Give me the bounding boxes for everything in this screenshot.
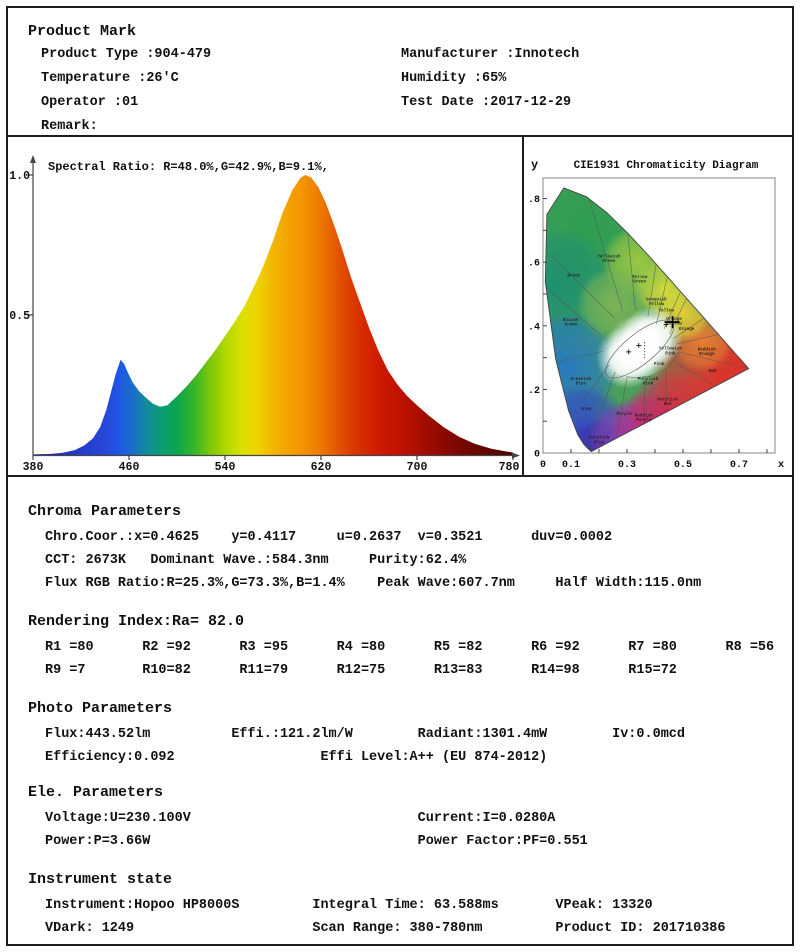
chroma-parameters-section: Chroma Parameters Chro.Coor.:x=0.4625 y=…	[8, 501, 792, 595]
spectral-ratio-annotation: Spectral Ratio: R=48.0%,G=42.9%,B=9.1%,	[48, 160, 329, 174]
region-label: Blue	[581, 407, 592, 412]
svg-text:x: x	[778, 459, 785, 471]
operator: Operator :01	[41, 95, 139, 110]
instrument-title: Instrument state	[28, 871, 173, 888]
svg-text:.8: .8	[528, 195, 540, 206]
svg-text:y: y	[531, 158, 538, 172]
region-label: Orange	[679, 327, 695, 332]
header-row: Remark:	[8, 115, 792, 139]
temperature: Temperature :26'C	[41, 71, 179, 86]
test-date: Test Date :2017-12-29	[401, 95, 572, 110]
photo-title: Photo Parameters	[28, 700, 173, 717]
ele-title: Ele. Parameters	[28, 784, 164, 801]
product-mark-title: Product Mark	[28, 23, 137, 40]
cie-diagram-canvas: y CIE1931 Chromaticity Diagram Green Yellow…	[528, 158, 785, 471]
svg-text:.4: .4	[528, 322, 540, 333]
svg-text:0: 0	[534, 450, 540, 461]
region-label: Purplish Pink	[638, 377, 659, 387]
svg-text:1.0: 1.0	[9, 170, 30, 183]
region-label: Orange Yellow	[666, 317, 682, 327]
efficiency-line: Efficiency:0.092 Effi Level:A++ (EU 874-…	[45, 750, 548, 765]
cri-row-2: R9 =7 R10=82 R11=79 R12=75 R13=83 R14=98…	[45, 663, 677, 678]
svg-text:620: 620	[311, 461, 332, 474]
svg-text:780: 780	[499, 461, 520, 474]
region-label: Greenish Yellow	[646, 297, 667, 307]
flux-rgb-line: Flux RGB Ratio:R=25.3%,G=73.3%,B=1.4% Pe…	[45, 576, 702, 591]
flux-line: Flux:443.52lm Effi.:121.2lm/W Radiant:13…	[45, 727, 686, 742]
svg-text:700: 700	[407, 461, 428, 474]
region-label: Red	[709, 369, 717, 374]
region-label: Reddish Orange	[698, 348, 716, 358]
ele-parameters-section: Ele. Parameters Voltage:U=230.100V Curre…	[8, 782, 792, 853]
region-label: Pink	[654, 362, 665, 367]
instrument-state-section: Instrument state Instrument:Hopoo HP8000…	[8, 869, 792, 940]
svg-text:.2: .2	[528, 386, 540, 397]
photo-parameters-section: Photo Parameters Flux:443.52lm Effi.:121…	[8, 698, 792, 769]
charts-row: 380 460 540 620 700 780 1.0 0.5 Spectral Ratio: …	[8, 135, 792, 477]
chromaticity-gamut	[545, 187, 749, 452]
region-label: Reddish Purple	[635, 413, 653, 423]
region-label: Bluish Green	[563, 318, 579, 328]
region-label: Yellow Green	[632, 275, 648, 285]
humidity: Humidity :65%	[401, 71, 507, 86]
region-label: Purplish Red	[657, 398, 678, 408]
header-row: Temperature :26'C Humidity :65%	[8, 67, 792, 91]
region-label: Yellowish Green	[597, 254, 621, 264]
cie-diagram-panel: y CIE1931 Chromaticity Diagram Green Yellow…	[524, 137, 792, 475]
svg-text:CIE1931 Chromaticity Diagram: CIE1931 Chromaticity Diagram	[574, 160, 759, 172]
report-frame: Product Mark Product Type :904-479 Manuf…	[6, 6, 794, 946]
remark: Remark:	[41, 119, 98, 134]
voltage-line: Voltage:U=230.100V Current:I=0.0280A	[45, 811, 556, 826]
cri-row-1: R1 =80 R2 =92 R3 =95 R4 =80 R5 =82 R6 =9…	[45, 640, 775, 655]
region-label: Purplish Blue	[589, 436, 610, 446]
svg-text:0: 0	[540, 460, 546, 471]
cct-line: CCT: 2673K Dominant Wave.:584.3nm Purity…	[45, 553, 467, 568]
region-label: Yellowish Pink	[659, 347, 683, 357]
region-label: Purple	[616, 412, 632, 417]
region-label: Greenish Blue	[570, 377, 591, 387]
parameters-area: Chroma Parameters Chro.Coor.:x=0.4625 y=…	[8, 477, 792, 940]
product-type: Product Type :904-479	[41, 47, 212, 62]
instrument-line: Instrument:Hopoo HP8000S Integral Time: …	[45, 898, 653, 913]
svg-text:0.1: 0.1	[562, 460, 580, 471]
product-mark-section: Product Mark Product Type :904-479 Manuf…	[8, 8, 792, 135]
chroma-coordinates-line: Chro.Coor.:x=0.4625 y=0.4117 u=0.2637 v=…	[45, 530, 613, 545]
power-line: Power:P=3.66W Power Factor:PF=0.551	[45, 834, 588, 849]
svg-text:.6: .6	[528, 259, 540, 270]
spectral-chart-canvas: 380 460 540 620 700 780 1.0 0.5 Spectral Ratio: …	[9, 155, 520, 474]
chroma-title: Chroma Parameters	[28, 503, 182, 520]
svg-text:0.3: 0.3	[618, 460, 636, 471]
header-row: Product Type :904-479 Manufacturer :Inno…	[8, 43, 792, 67]
svg-text:0.7: 0.7	[730, 460, 748, 471]
spectral-chart-panel: 380 460 540 620 700 780 1.0 0.5 Spectral Ratio: …	[8, 137, 524, 475]
svg-text:460: 460	[119, 461, 140, 474]
rendering-index-section: Rendering Index:Ra= 82.0 R1 =80 R2 =92 R…	[8, 611, 792, 682]
vdark-line: VDark: 1249 Scan Range: 380-780nm Produc…	[45, 921, 726, 936]
region-label: Green	[567, 274, 580, 279]
svg-text:0.5: 0.5	[9, 310, 30, 323]
svg-text:540: 540	[215, 461, 236, 474]
svg-text:0.5: 0.5	[674, 460, 692, 471]
region-label: Yellow	[658, 308, 674, 313]
svg-text:380: 380	[23, 461, 44, 474]
header-row: Operator :01 Test Date :2017-12-29	[8, 91, 792, 115]
rendering-index-title: Rendering Index:Ra= 82.0	[28, 613, 245, 630]
manufacturer: Manufacturer :Innotech	[401, 47, 580, 62]
chromaticity-point-marker	[664, 316, 680, 329]
spectral-curve	[33, 175, 513, 455]
